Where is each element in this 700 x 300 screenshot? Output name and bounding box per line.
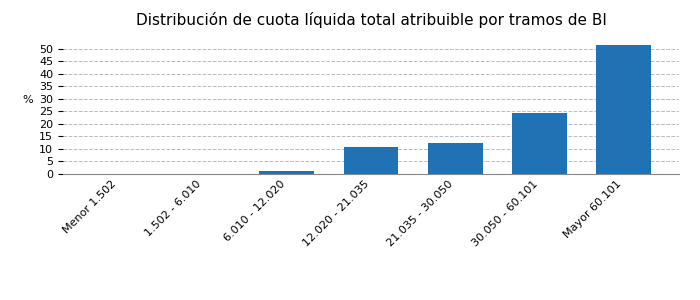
- Legend: Cuota líquida atribuible: Cuota líquida atribuible: [288, 297, 454, 300]
- Y-axis label: %: %: [22, 95, 34, 105]
- Title: Distribución de cuota líquida total atribuible por tramos de BI: Distribución de cuota líquida total atri…: [136, 12, 606, 28]
- Bar: [344, 147, 398, 174]
- Bar: [512, 113, 567, 174]
- Bar: [428, 142, 482, 174]
- Bar: [596, 45, 651, 174]
- Bar: [260, 172, 314, 174]
